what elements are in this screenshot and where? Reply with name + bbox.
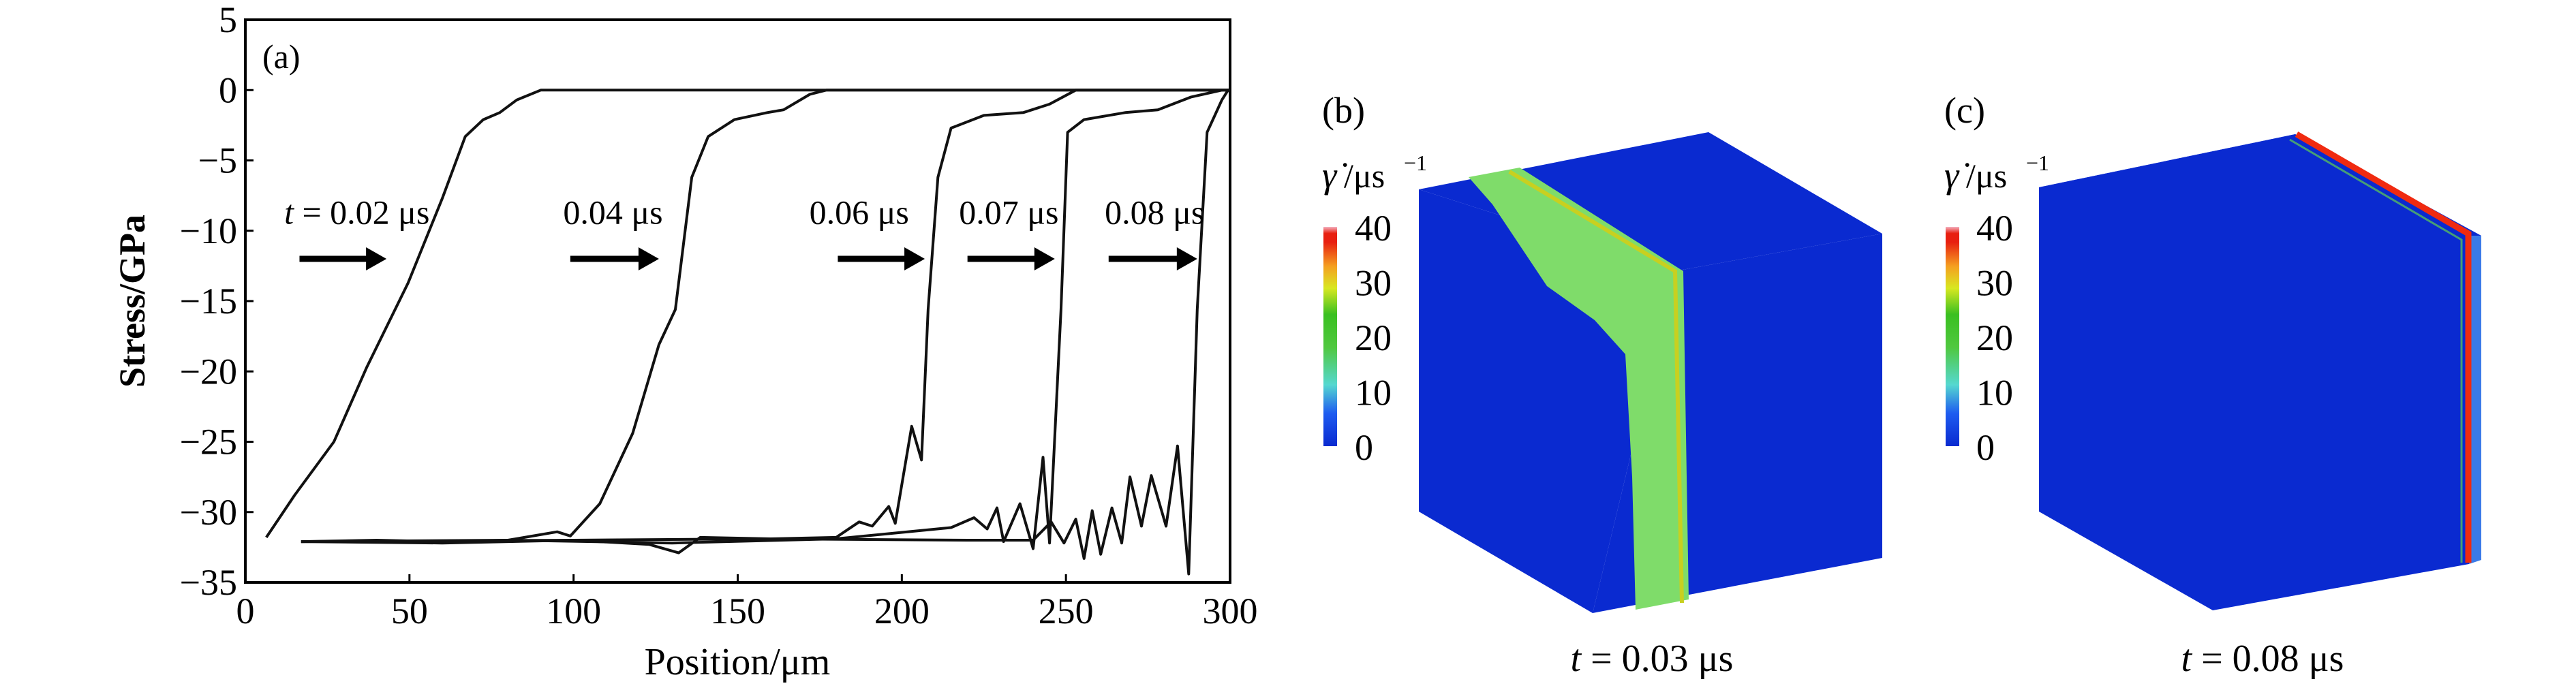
time-label-0: t = 0.02 μs [284, 193, 429, 231]
colorbar-ticks-b: 40 30 20 10 0 [1355, 208, 1392, 468]
panel-b: (b) γ̇ /μs −1 40 30 20 10 0 t = 0.03 μs [1322, 90, 1882, 680]
y-tick-label: −5 [198, 140, 237, 181]
y-tick-label: 0 [219, 69, 237, 110]
stress-curve-1 [301, 89, 1230, 544]
x-axis-label: Position/μm [645, 641, 831, 683]
curves [265, 89, 1230, 576]
cube-front-face [2039, 134, 2469, 610]
stress-curve-2 [301, 89, 1230, 554]
stress-curve-0 [265, 89, 1230, 539]
colorbar-title-c: γ̇ /μs −1 [1944, 151, 2049, 196]
cube-b [1419, 132, 1882, 613]
arrow-icon [638, 247, 659, 271]
panel-label-c: (c) [1944, 90, 1985, 131]
colorbar-tick-label: 20 [1976, 317, 2013, 358]
shear-band-core [1508, 170, 1684, 604]
stress-curve-3 [301, 89, 1223, 550]
x-ticks: 0 50 100 150 200 250 300 [236, 574, 1258, 631]
y-tick-label: −30 [180, 492, 237, 533]
cube-top-face [1419, 132, 1882, 271]
time-label-3: 0.07 μs [959, 193, 1058, 231]
colorbar-b [1323, 227, 1337, 446]
y-tick-label: −20 [180, 351, 237, 392]
shear-rate-exponent: −1 [1404, 151, 1427, 175]
time-label-2: 0.06 μs [810, 193, 909, 231]
x-tick-label: 100 [546, 591, 601, 631]
shear-rate-unit: /μs [1966, 157, 2007, 195]
caption-text-c: t = 0.08 μs [2181, 638, 2344, 680]
panel-c: (c) γ̇ /μs −1 40 30 20 10 0 t = 0.08 μs [1944, 90, 2481, 680]
colorbar-title-b: γ̇ /μs −1 [1322, 151, 1427, 196]
colorbar-ticks-c: 40 30 20 10 0 [1976, 208, 2013, 468]
y-axis-label: Stress/GPa [112, 215, 153, 388]
x-tick-label: 50 [391, 591, 428, 631]
arrow-icon [366, 247, 387, 271]
colorbar-tick-label: 10 [1355, 373, 1392, 413]
cube-right-face [2469, 236, 2481, 564]
y-ticks: 5 0 −5 −10 −15 −20 −25 −30 −35 [180, 0, 254, 603]
y-tick-label: −35 [180, 562, 237, 603]
shear-rate-unit: /μs [1344, 157, 1385, 195]
colorbar-tick-label: 0 [1976, 427, 1995, 468]
y-tick-label: −25 [180, 422, 237, 463]
x-tick-label: 150 [710, 591, 765, 631]
shear-band [1469, 168, 1689, 610]
colorbar-tick-label: 10 [1976, 373, 2013, 413]
stress-position-chart: (a) 0 50 100 150 200 250 300 50−5−10−15−20−25−… [112, 0, 1258, 683]
colorbar-tick-label: 40 [1355, 208, 1392, 249]
time-label-1: 0.04 μs [563, 193, 662, 231]
cube-c [2039, 131, 2481, 610]
caption-b: t = 0.03 μs [1571, 638, 1734, 680]
x-tick-label: 200 [874, 591, 930, 631]
caption-text-b: t = 0.03 μs [1571, 638, 1734, 680]
panel-label-a: (a) [262, 37, 301, 76]
caption-c: t = 0.08 μs [2181, 638, 2344, 680]
shear-band [2295, 131, 2472, 563]
arrow-icon [1034, 247, 1055, 271]
x-tick-label: 250 [1039, 591, 1094, 631]
colorbar-c [1946, 227, 1959, 446]
shear-rate-exponent: −1 [2026, 151, 2049, 175]
stress-curve-4 [301, 89, 1229, 576]
colorbar-tick-label: 0 [1355, 427, 1373, 468]
x-tick-label: 0 [236, 591, 255, 631]
arrow-icon [1176, 247, 1197, 271]
colorbar-tick-label: 20 [1355, 317, 1392, 358]
annotations: t = 0.02 μs 0.04 μs 0.06 μs 0.07 μs 0.08 μs [284, 193, 1204, 271]
y-tick-label: −15 [180, 281, 237, 322]
colorbar-tick-label: 30 [1976, 263, 2013, 304]
x-tick-label: 300 [1203, 591, 1258, 631]
plot-frame [244, 18, 1231, 584]
time-label-4: 0.08 μs [1105, 193, 1204, 231]
y-tick-label: −10 [180, 210, 237, 251]
colorbar-tick-label: 40 [1976, 208, 2013, 249]
y-tick-label: 5 [219, 0, 237, 40]
arrow-icon [904, 247, 925, 271]
panel-label-b: (b) [1322, 90, 1365, 131]
shear-band-edge [2289, 138, 2463, 563]
colorbar-tick-label: 30 [1355, 263, 1392, 304]
